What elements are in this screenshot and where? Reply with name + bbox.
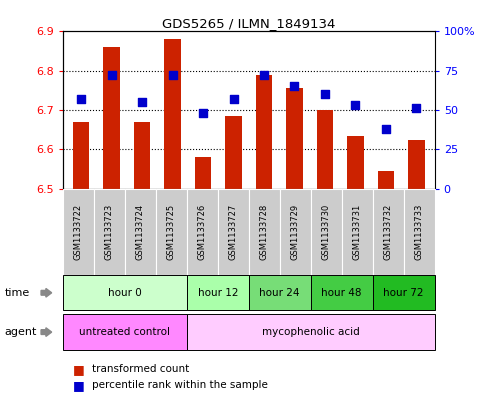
Text: GSM1133722: GSM1133722 [74, 204, 83, 260]
Bar [195, 157, 212, 189]
Text: GSM1133724: GSM1133724 [136, 204, 145, 260]
Text: agent: agent [5, 327, 37, 337]
Text: mycophenolic acid: mycophenolic acid [262, 327, 360, 337]
Bar [408, 140, 425, 189]
Bar [256, 75, 272, 189]
Point [382, 126, 390, 132]
Point [229, 96, 237, 102]
Text: GSM1133731: GSM1133731 [353, 204, 362, 260]
Bar [378, 171, 394, 189]
Text: hour 24: hour 24 [259, 288, 300, 298]
Title: GDS5265 / ILMN_1849134: GDS5265 / ILMN_1849134 [162, 17, 335, 30]
Point [291, 83, 298, 90]
Text: GSM1133728: GSM1133728 [260, 204, 269, 260]
Point [77, 96, 85, 102]
Bar [316, 110, 333, 189]
Text: GSM1133733: GSM1133733 [415, 204, 424, 260]
Text: GSM1133723: GSM1133723 [105, 204, 114, 260]
Text: transformed count: transformed count [92, 364, 189, 375]
Bar [134, 122, 150, 189]
Point [138, 99, 146, 105]
Text: hour 0: hour 0 [108, 288, 142, 298]
Point [321, 91, 329, 97]
Bar [103, 47, 120, 189]
Text: hour 12: hour 12 [198, 288, 238, 298]
Bar [73, 122, 89, 189]
Text: hour 48: hour 48 [322, 288, 362, 298]
Point [169, 72, 176, 79]
Text: GSM1133726: GSM1133726 [198, 204, 207, 260]
Text: time: time [5, 288, 30, 298]
Text: percentile rank within the sample: percentile rank within the sample [92, 380, 268, 390]
Bar [225, 116, 242, 189]
Point [108, 72, 115, 79]
Bar [347, 136, 364, 189]
Text: GSM1133727: GSM1133727 [229, 204, 238, 260]
Text: hour 72: hour 72 [384, 288, 424, 298]
Point [199, 110, 207, 116]
Point [352, 102, 359, 108]
Text: untreated control: untreated control [79, 327, 170, 337]
Text: ■: ■ [72, 378, 84, 392]
Point [260, 72, 268, 79]
Text: GSM1133729: GSM1133729 [291, 204, 300, 260]
Text: GSM1133730: GSM1133730 [322, 204, 331, 260]
Bar [286, 88, 303, 189]
Point [412, 105, 420, 112]
Bar [164, 39, 181, 189]
Text: GSM1133725: GSM1133725 [167, 204, 176, 260]
Text: ■: ■ [72, 363, 84, 376]
Text: GSM1133732: GSM1133732 [384, 204, 393, 260]
